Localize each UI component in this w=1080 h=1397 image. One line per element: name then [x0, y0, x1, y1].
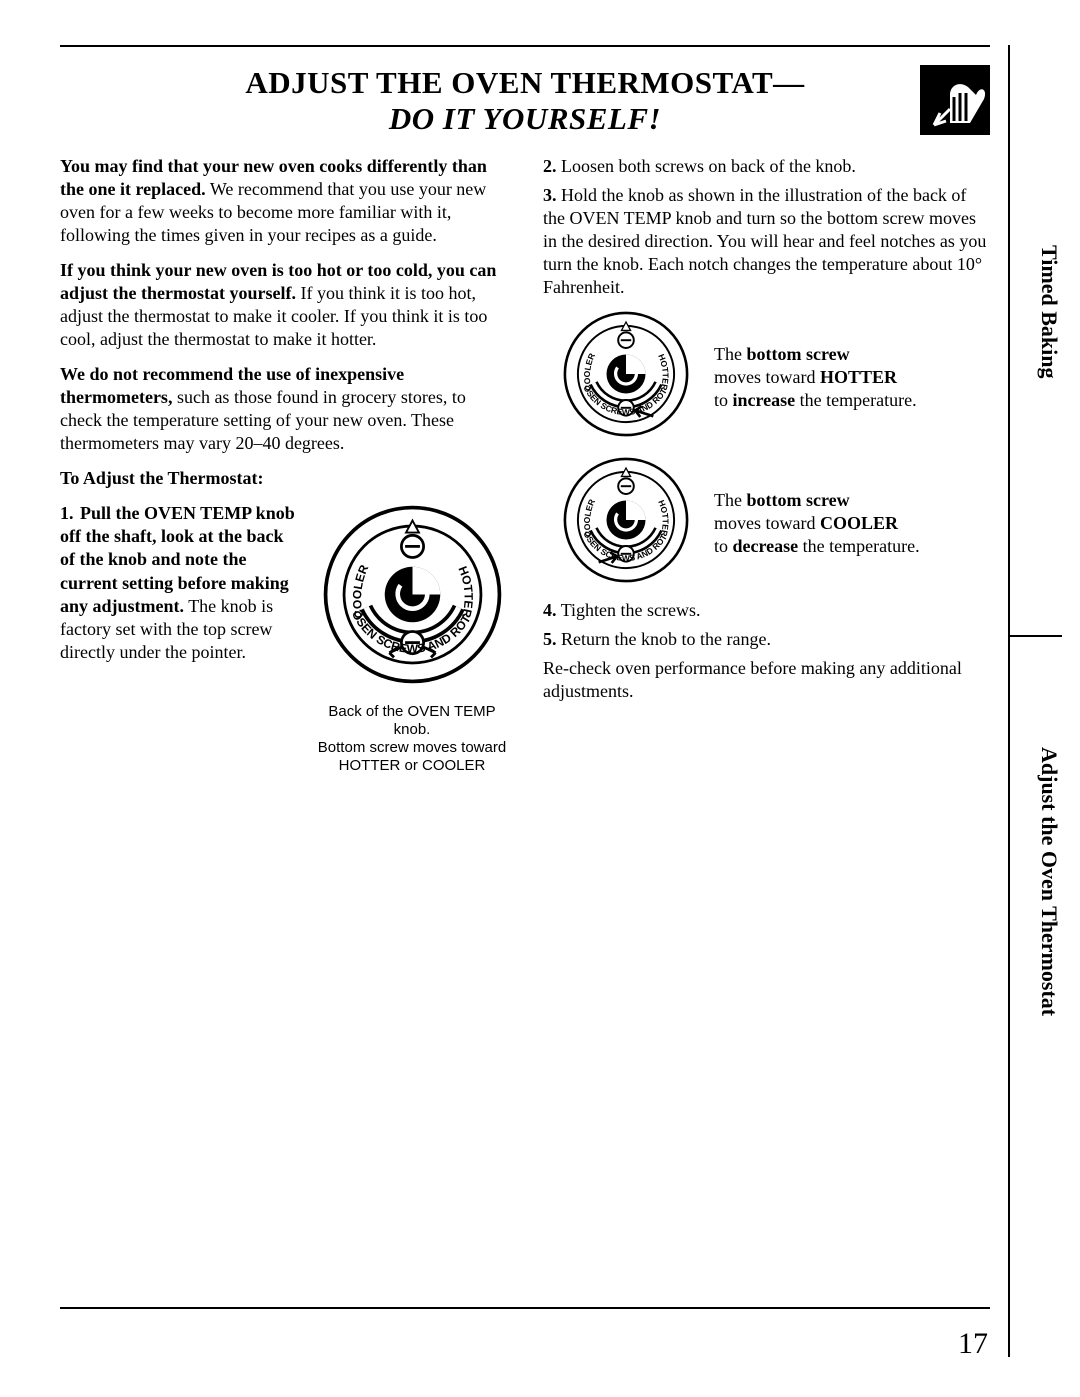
right-column: 2. Loosen both screws on back of the kno… — [543, 155, 990, 775]
knob-svg-hotter: LOOSEN SCREWS AND ROTATE COOLER HOTTER — [561, 309, 696, 445]
step2-num: 2. — [543, 156, 557, 176]
step1: 1. Pull the OVEN TEMP knob off the shaft… — [60, 502, 299, 663]
knob-figure-large: LOOSEN SCREWS AND ROTATE COOLER HOTTER — [317, 502, 507, 775]
body-columns: You may find that your new oven cooks di… — [60, 155, 990, 775]
side-tabs: Timed Baking Adjust the Oven Thermostat — [1008, 45, 1062, 1357]
hotter-text: The bottom screw moves toward HOTTER to … — [714, 343, 990, 412]
step5-num: 5. — [543, 629, 557, 649]
recheck-para: Re-check oven performance before making … — [543, 657, 990, 703]
knob-caption-l2: Bottom screw moves toward — [317, 739, 507, 757]
knob-caption-l1: Back of the OVEN TEMP knob. — [317, 703, 507, 739]
knob-caption-l3: HOTTER or COOLER — [317, 757, 507, 775]
para-thermometers: We do not recommend the use of inexpensi… — [60, 363, 507, 455]
left-column: You may find that your new oven cooks di… — [60, 155, 507, 775]
step3: 3. Hold the knob as shown in the illustr… — [543, 184, 990, 299]
para-adjust-yourself: If you think your new oven is too hot or… — [60, 259, 507, 351]
step3-num: 3. — [543, 185, 557, 205]
rule-top — [60, 45, 990, 47]
knob-caption: Back of the OVEN TEMP knob. Bottom screw… — [317, 703, 507, 775]
title-line2: DO IT YOURSELF! — [60, 101, 990, 137]
adjust-heading: To Adjust the Thermostat: — [60, 467, 507, 490]
step4-text: Tighten the screws. — [561, 600, 701, 620]
steps-2-3: 2. Loosen both screws on back of the kno… — [543, 155, 990, 299]
hotter-row: LOOSEN SCREWS AND ROTATE COOLER HOTTER T… — [561, 309, 990, 445]
cooler-row: LOOSEN SCREWS AND ROTATE COOLER HOTTER T… — [561, 455, 990, 591]
step1-num: 1. — [60, 503, 74, 523]
tab-timed-baking: Timed Baking — [1010, 45, 1062, 637]
step2: 2. Loosen both screws on back of the kno… — [543, 155, 990, 178]
cooler-text: The bottom screw moves toward COOLER to … — [714, 489, 990, 558]
knob-svg-cooler: LOOSEN SCREWS AND ROTATE COOLER HOTTER — [561, 455, 696, 591]
oven-mitt-icon — [920, 65, 990, 135]
step3-text: Hold the knob as shown in the illustrati… — [543, 185, 986, 297]
title-block: ADJUST THE OVEN THERMOSTAT— DO IT YOURSE… — [60, 65, 990, 137]
knob-svg-large: LOOSEN SCREWS AND ROTATE COOLER HOTTER — [320, 502, 505, 687]
steps-4-5: 4. Tighten the screws. 5. Return the kno… — [543, 599, 990, 651]
step1-row: 1. Pull the OVEN TEMP knob off the shaft… — [60, 502, 507, 775]
tab-adjust-thermostat: Adjust the Oven Thermostat — [1010, 637, 1062, 1357]
rule-bottom — [60, 1307, 990, 1309]
header-row: ADJUST THE OVEN THERMOSTAT— DO IT YOURSE… — [60, 65, 990, 137]
para-intro: You may find that your new oven cooks di… — [60, 155, 507, 247]
step2-text: Loosen both screws on back of the knob. — [561, 156, 856, 176]
step5: 5. Return the knob to the range. — [543, 628, 990, 651]
page-number: 17 — [958, 1327, 988, 1361]
step4-num: 4. — [543, 600, 557, 620]
step1-textwrap: 1. Pull the OVEN TEMP knob off the shaft… — [60, 502, 299, 663]
step5-text: Return the knob to the range. — [561, 629, 771, 649]
page: ADJUST THE OVEN THERMOSTAT— DO IT YOURSE… — [0, 0, 1080, 1397]
step4: 4. Tighten the screws. — [543, 599, 990, 622]
title-line1: ADJUST THE OVEN THERMOSTAT— — [60, 65, 990, 101]
